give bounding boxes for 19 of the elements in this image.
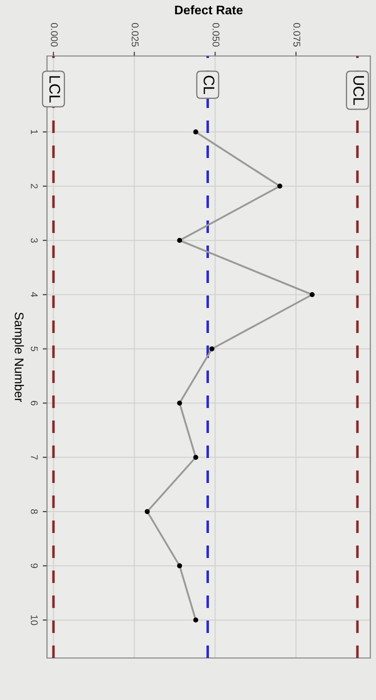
x-tick-label: 0.025 bbox=[132, 23, 139, 47]
y-tick-label: 3 bbox=[30, 238, 38, 243]
ref-line-label: CL bbox=[204, 76, 214, 94]
y-tick-label: 5 bbox=[30, 346, 38, 352]
y-axis-title: Sample Number bbox=[12, 312, 24, 402]
x-tick-label: 0.075 bbox=[293, 23, 300, 47]
y-tick-label: 9 bbox=[30, 564, 38, 568]
y-tick-label: 10 bbox=[30, 615, 38, 626]
x-axis-title: Defect Rate bbox=[175, 5, 243, 14]
y-tick-label: 8 bbox=[30, 509, 38, 514]
x-tick-label: 0.000 bbox=[50, 23, 58, 47]
y-tick-label: 7 bbox=[30, 455, 38, 460]
y-tick-label: 6 bbox=[30, 400, 38, 406]
x-tick-label: 0.050 bbox=[212, 23, 220, 47]
y-tick-label: 1 bbox=[30, 130, 38, 134]
y-tick-label: 4 bbox=[30, 292, 38, 298]
y-tick-label: 2 bbox=[30, 184, 38, 188]
ref-line-label: UCL bbox=[353, 76, 364, 106]
ref-line-label: LCL bbox=[49, 76, 60, 102]
